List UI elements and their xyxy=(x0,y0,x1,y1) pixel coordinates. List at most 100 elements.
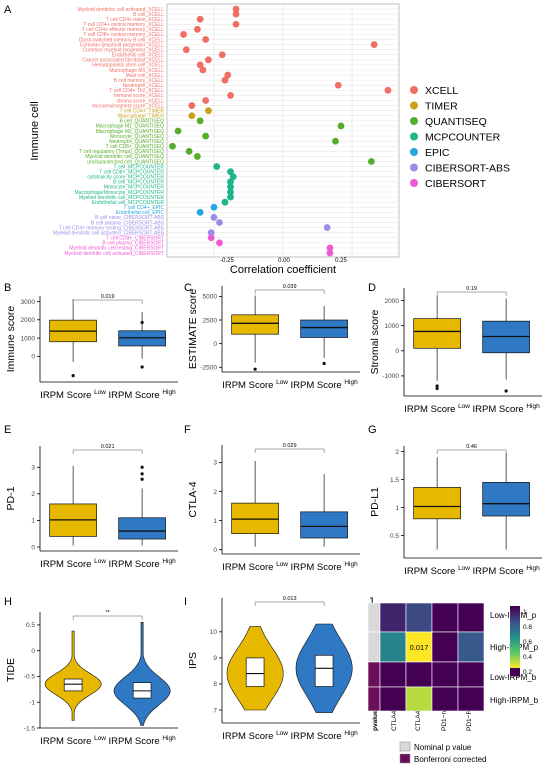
x-tick-label-superscript: Low xyxy=(276,379,288,386)
x-tick-label: IRPM Score Low xyxy=(222,730,288,742)
panel-f-letter: F xyxy=(184,424,191,436)
y-tick-label: 1000 xyxy=(385,323,400,330)
colorbar-segment xyxy=(510,662,520,665)
heatmap-column-label: CTLA4−R xyxy=(415,702,422,731)
panel-a-point xyxy=(196,117,204,125)
y-tick-label: 2 xyxy=(31,491,35,498)
panel-a-point xyxy=(202,36,210,43)
x-tick-label-main: IRPM Score xyxy=(222,562,276,573)
y-tick-label: 10 xyxy=(210,629,218,636)
panel-a-category-label: stroma score_XCELL xyxy=(116,98,164,104)
y-tick-label: 0 xyxy=(395,348,399,355)
panel-a-category-label: Myeloid dendritic cell activated_CIBERSO… xyxy=(64,251,164,257)
panel-a-category-label: Myeloid dendritic cell_MCPCOUNTER xyxy=(79,195,164,201)
panel-a-point xyxy=(384,86,392,94)
panel-a-category-label: Myeloid dendritic cell activated_CIBERSO… xyxy=(53,230,165,236)
significance-bracket xyxy=(72,299,143,304)
panel-a-category-label: Neutrophil_QUANTISEQ xyxy=(109,139,164,145)
panel-a-point xyxy=(193,153,201,160)
panel-a-category-label: T cell CD4+ central memory_XCELL xyxy=(83,22,164,28)
violin-body xyxy=(113,622,171,726)
heatmap-cell xyxy=(405,686,433,712)
colorbar-segment xyxy=(510,666,520,669)
y-tick-label: 8 xyxy=(213,681,217,688)
x-tick-label-main: IRPM Score xyxy=(291,562,345,573)
panel-a-point xyxy=(210,214,218,221)
panel-a-category-label: T cell CD4+_EPIC xyxy=(123,205,164,211)
colorbar-segment xyxy=(510,634,520,637)
heatmap-row-label: High-IRPM_b xyxy=(490,696,539,705)
y-tick-label: 0 xyxy=(31,544,35,551)
box-outlier xyxy=(140,320,144,325)
x-tick-label: IRPM Score Low xyxy=(404,565,470,577)
p-value-label: 0.029 xyxy=(283,443,297,449)
panel-a-category-labels: Myeloid dendritic cell activated_XCELLB … xyxy=(53,7,165,257)
heatmap-cell xyxy=(379,661,407,688)
colorbar-segment xyxy=(510,614,520,617)
panel-a-x-axis-label: Correlation coefficient xyxy=(230,264,336,276)
x-tick-label-main: IRPM Score xyxy=(473,404,527,415)
y-tick-label: 0.5 xyxy=(26,622,35,629)
box-outlier xyxy=(140,472,144,476)
x-tick-label-superscript: High xyxy=(344,561,358,568)
y-tick-label: 1 xyxy=(31,518,35,525)
y-tick-label: 0 xyxy=(213,341,217,348)
significance-bracket xyxy=(254,601,325,606)
panel-a-category-label: Cancer associated fibroblast_XCELL xyxy=(82,58,164,64)
panel-a-point xyxy=(218,51,226,59)
significance-bracket xyxy=(254,289,325,294)
panel-a-point xyxy=(169,142,176,150)
panel-a-letter: A xyxy=(4,4,12,16)
panel-a: A Immune cell Correlation coefficient -0… xyxy=(4,3,510,276)
colorbar-segment xyxy=(510,664,520,667)
violin-body xyxy=(44,630,102,721)
x-tick-label: IRPM Score Low xyxy=(404,403,470,415)
panel-a-category-label: T cell_MCPCOUNTER xyxy=(114,164,165,170)
heatmap-cell xyxy=(379,631,407,663)
heatmap-annotation-cell xyxy=(367,661,381,688)
colorbar-segment xyxy=(510,674,520,677)
y-tick-label: 3 xyxy=(31,465,35,472)
panel-a-point xyxy=(185,147,193,155)
panel-a-point xyxy=(334,81,342,89)
box-outlier xyxy=(435,384,439,388)
colorbar-segment xyxy=(510,608,520,611)
panel-a-category-label: cytotoxicity score_MCPCOUNTER xyxy=(87,175,164,181)
y-tick-label: -1.5 xyxy=(24,725,36,732)
panel-a-x-tick-label: 0.25 xyxy=(335,258,347,264)
legend-dot-cibersort-abs xyxy=(410,163,418,172)
y-tick-label: 0 xyxy=(31,648,35,655)
legend-dot-timer xyxy=(410,101,418,110)
heatmap-cell xyxy=(457,631,485,663)
panel-h-letter: H xyxy=(4,596,12,608)
y-axis-label: ESTIMATE score xyxy=(187,289,199,369)
panel-a-point xyxy=(332,137,339,145)
panel-a-point xyxy=(227,178,234,186)
colorbar-segment xyxy=(510,672,520,675)
panel-a-point xyxy=(216,219,223,226)
panel-a-point xyxy=(232,20,240,28)
panel-a-category-label: Macrophage M2_QUANTISEQ xyxy=(96,129,164,135)
colorbar-segment xyxy=(510,640,520,643)
p-value-label: 0.021 xyxy=(101,444,115,450)
panel-b-letter: B xyxy=(4,282,11,294)
significance-bracket xyxy=(72,449,143,454)
x-tick-label-main: IRPM Score xyxy=(222,731,276,742)
colorbar-segment xyxy=(510,626,520,629)
panel-a-point xyxy=(227,92,234,99)
y-tick-label: 2000 xyxy=(385,298,400,305)
heatmap-annotation-cell xyxy=(367,631,381,663)
x-tick-label: IRPM Score High xyxy=(109,558,177,570)
panel-a-category-label: Macrophage M1_XCELL xyxy=(109,68,164,74)
colorbar-segment xyxy=(510,670,520,673)
panel-i-letter: I xyxy=(184,596,187,608)
colorbar-segment xyxy=(510,644,520,647)
panel-j-letter: J xyxy=(368,596,374,608)
panel-a-category-label: Myeloid dendritic cell activated_XCELL xyxy=(78,7,165,13)
p-value-label: 0.19 xyxy=(466,286,477,292)
panel-a-point xyxy=(229,173,237,181)
panel-a-point xyxy=(188,112,196,120)
panel-c: -2500 0 2500 5000 ESTIMATE score IRPM Score L… xyxy=(187,284,360,391)
colorbar-segment xyxy=(510,630,520,633)
box-body xyxy=(482,482,530,517)
